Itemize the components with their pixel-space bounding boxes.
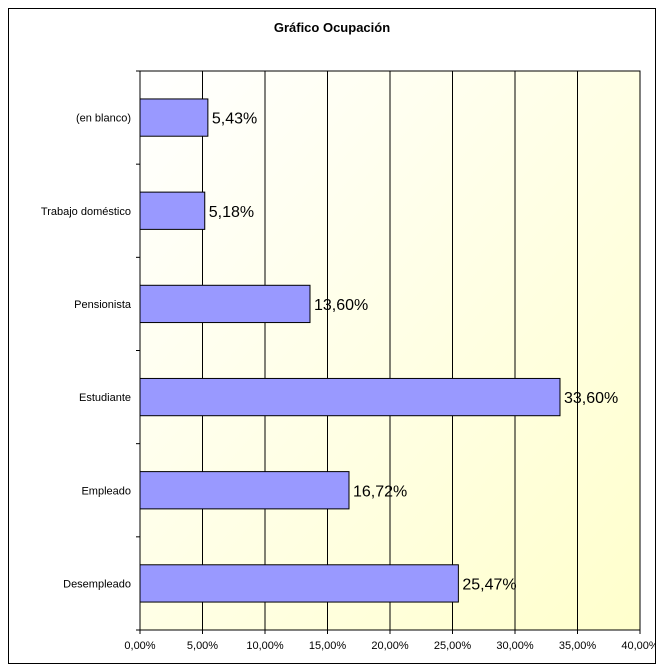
x-tick-label: 15,00%: [309, 640, 347, 652]
category-label: Empleado: [81, 485, 131, 497]
x-tick-label: 20,00%: [371, 640, 409, 652]
category-label: Pensionista: [74, 299, 132, 311]
chart-frame: Gráfico Ocupación (en blanco) 5,43% Trabaj…: [8, 8, 656, 664]
category-label: (en blanco): [76, 113, 131, 125]
bar-2: [139, 284, 311, 324]
category-label: Desempleado: [63, 578, 131, 590]
data-label: 13,60%: [314, 297, 368, 314]
x-tick-label: 30,00%: [496, 640, 534, 652]
data-label: 33,60%: [564, 390, 618, 407]
bar-5: [139, 564, 459, 603]
bar-4: [139, 471, 350, 510]
data-label: 25,47%: [462, 576, 516, 593]
bar-3: [139, 377, 561, 417]
category-label: Trabajo doméstico: [41, 206, 131, 218]
x-tick-label: 35,00%: [559, 640, 597, 652]
chart-title: Gráfico Ocupación: [273, 20, 391, 35]
bar-0: [139, 98, 209, 137]
bar-1: [139, 191, 206, 230]
data-label: 16,72%: [353, 483, 407, 500]
chart-plot: (en blanco) 5,43% Trabajo doméstico 5,18% Pe…: [41, 70, 655, 652]
x-tick-label: 40,00%: [621, 640, 655, 652]
x-tick-label: 25,00%: [434, 640, 472, 652]
x-tick-label: 5,00%: [187, 640, 218, 652]
x-tick-label: 0,00%: [124, 640, 155, 652]
x-tick-label: 10,00%: [246, 640, 284, 652]
category-label: Estudiante: [79, 392, 131, 404]
data-label: 5,18%: [209, 204, 254, 221]
data-label: 5,43%: [212, 111, 257, 128]
